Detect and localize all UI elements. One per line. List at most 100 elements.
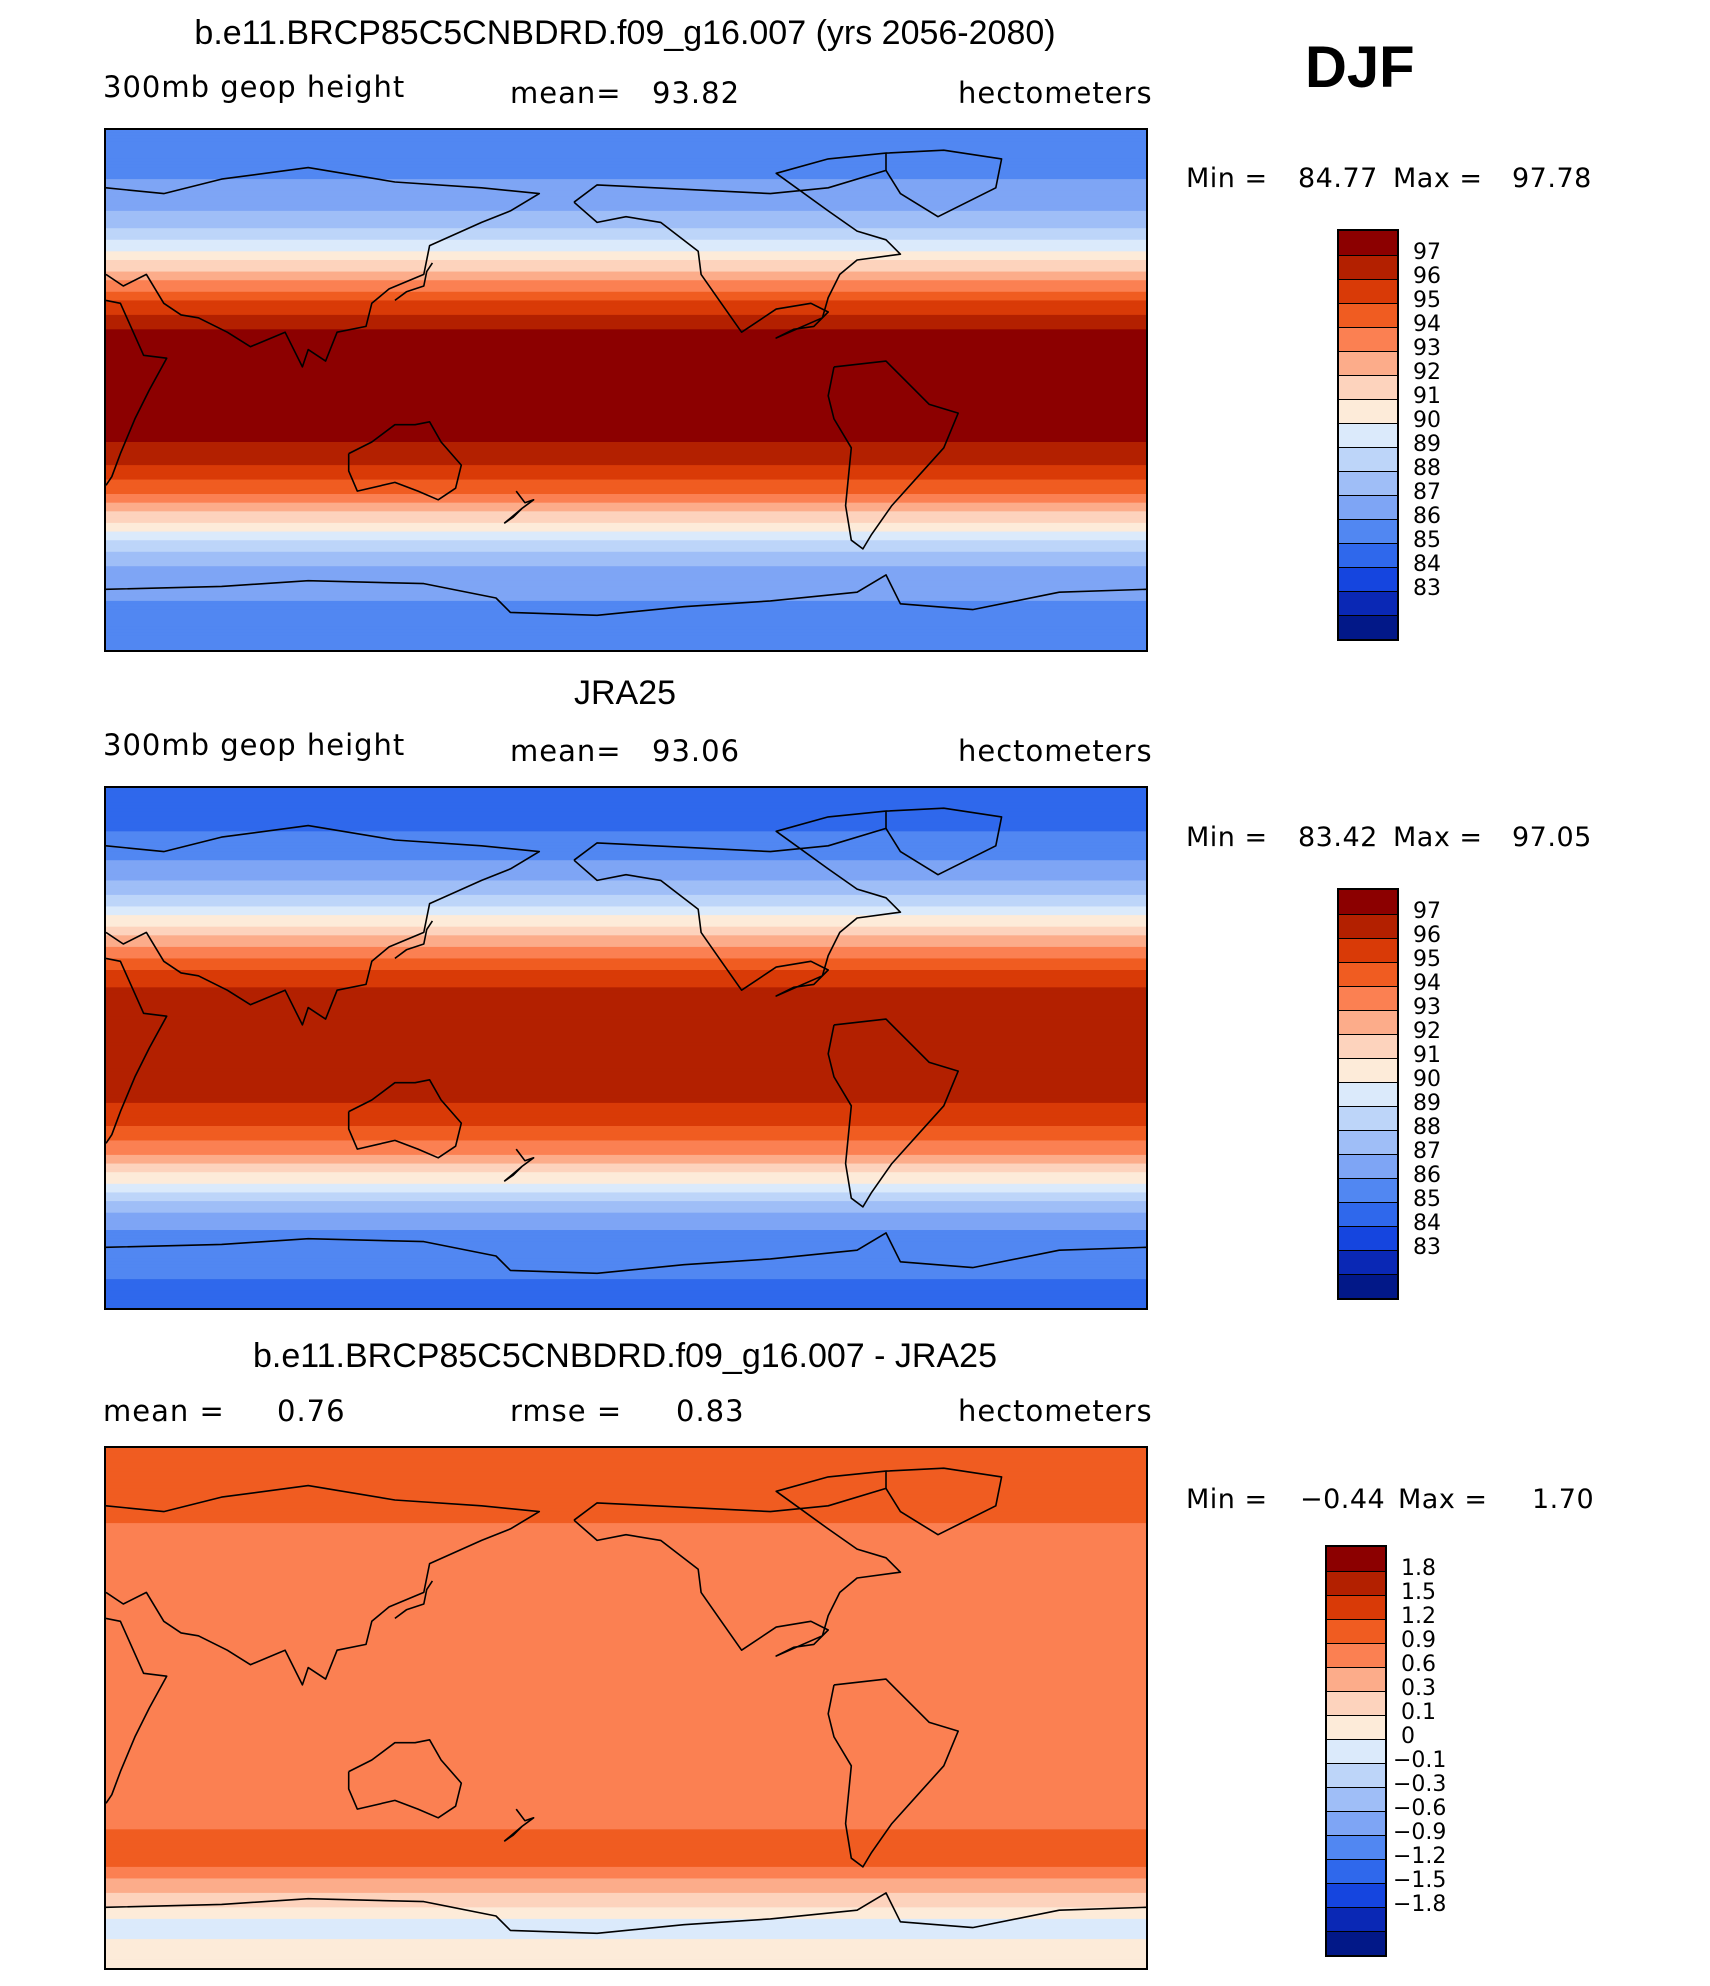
field-band bbox=[106, 514, 1146, 518]
field-band bbox=[106, 1500, 1146, 1504]
field-band bbox=[106, 1157, 1146, 1162]
field-band bbox=[106, 1284, 1146, 1289]
field-band bbox=[106, 944, 1146, 948]
field-band bbox=[106, 462, 1146, 466]
field-band bbox=[106, 935, 1146, 939]
field-band bbox=[106, 1514, 1146, 1518]
field-band bbox=[106, 909, 1146, 913]
field-band bbox=[106, 1071, 1146, 1075]
colorbar-level-label: 96 bbox=[1413, 264, 1441, 289]
field-band bbox=[106, 918, 1146, 922]
field-band bbox=[106, 372, 1146, 377]
field-band bbox=[106, 1108, 1146, 1113]
colorbar-level-label: 0 bbox=[1401, 1724, 1415, 1749]
field-band bbox=[106, 176, 1146, 180]
field-band bbox=[106, 1206, 1146, 1211]
colorbar-swatch bbox=[1339, 1178, 1397, 1202]
colorbar-swatch bbox=[1327, 1715, 1385, 1739]
field-band bbox=[106, 1916, 1146, 1920]
field-band bbox=[106, 612, 1146, 616]
colorbar-level-label: 93 bbox=[1413, 336, 1441, 361]
panel1-mean-value: 93.82 bbox=[652, 76, 741, 110]
field-band bbox=[106, 941, 1146, 945]
field-band bbox=[106, 1653, 1146, 1657]
field-band bbox=[106, 1939, 1146, 1943]
field-band bbox=[106, 1494, 1146, 1498]
colorbar-swatch bbox=[1327, 1859, 1385, 1883]
field-band bbox=[106, 1832, 1146, 1836]
field-band bbox=[106, 1505, 1146, 1510]
field-band bbox=[106, 1890, 1146, 1894]
field-band bbox=[106, 574, 1146, 579]
field-band bbox=[106, 632, 1146, 637]
field-band bbox=[106, 418, 1146, 423]
panel1-map bbox=[104, 128, 1148, 652]
field-band bbox=[106, 1638, 1146, 1643]
field-band bbox=[106, 1687, 1146, 1692]
colorbar-level-label: 94 bbox=[1413, 312, 1441, 337]
field-band bbox=[106, 1183, 1146, 1188]
field-band bbox=[106, 624, 1146, 628]
colorbar-level-label: 83 bbox=[1413, 1235, 1441, 1260]
field-band bbox=[106, 326, 1146, 330]
field-band bbox=[106, 1282, 1146, 1286]
field-band bbox=[106, 436, 1146, 440]
colorbar-level-label: 89 bbox=[1413, 1091, 1441, 1116]
field-band bbox=[106, 1826, 1146, 1830]
colorbar-level-label: 85 bbox=[1413, 1187, 1441, 1212]
field-band bbox=[106, 1024, 1146, 1029]
field-band bbox=[106, 577, 1146, 582]
field-band bbox=[106, 1624, 1146, 1628]
field-band bbox=[106, 161, 1146, 166]
field-band bbox=[106, 1650, 1146, 1654]
field-band bbox=[106, 1927, 1146, 1932]
field-band bbox=[106, 926, 1146, 931]
colorbar-swatch bbox=[1339, 399, 1397, 423]
field-band bbox=[106, 1276, 1146, 1280]
field-band bbox=[106, 1820, 1146, 1825]
field-band bbox=[106, 1476, 1146, 1481]
field-band bbox=[106, 1878, 1146, 1882]
colorbar-level-label: 97 bbox=[1413, 899, 1441, 924]
field-band bbox=[106, 1829, 1146, 1833]
field-band bbox=[106, 170, 1146, 174]
field-band bbox=[106, 468, 1146, 472]
field-band bbox=[106, 1019, 1146, 1023]
colorbar-swatch bbox=[1327, 1835, 1385, 1859]
field-band bbox=[106, 1169, 1146, 1173]
coastline bbox=[573, 810, 902, 997]
field-band bbox=[106, 1543, 1146, 1547]
field-band bbox=[106, 1076, 1146, 1081]
field-band bbox=[106, 202, 1146, 206]
field-band bbox=[106, 1160, 1146, 1165]
map-svg bbox=[106, 1448, 1146, 1968]
colorbar-level-label: 95 bbox=[1413, 288, 1441, 313]
field-band bbox=[106, 332, 1146, 336]
colorbar-level-label: 92 bbox=[1413, 360, 1441, 385]
field-band bbox=[106, 606, 1146, 611]
field-band bbox=[106, 583, 1146, 588]
field-band bbox=[106, 1913, 1146, 1917]
coastline bbox=[503, 1808, 535, 1842]
field-band bbox=[106, 1936, 1146, 1940]
field-band bbox=[106, 1091, 1146, 1095]
field-band bbox=[106, 1762, 1146, 1767]
colorbar-swatch bbox=[1339, 231, 1397, 255]
colorbar-swatch bbox=[1339, 495, 1397, 519]
field-band bbox=[106, 621, 1146, 625]
field-band bbox=[106, 626, 1146, 631]
field-band bbox=[106, 1869, 1146, 1874]
field-band bbox=[106, 1901, 1146, 1906]
field-band bbox=[106, 1537, 1146, 1542]
field-band bbox=[106, 1866, 1146, 1871]
field-band bbox=[106, 488, 1146, 492]
field-band bbox=[106, 364, 1146, 368]
field-band bbox=[106, 1942, 1146, 1946]
field-band bbox=[106, 1453, 1146, 1458]
field-band bbox=[106, 1175, 1146, 1179]
field-band bbox=[106, 288, 1146, 293]
field-band bbox=[106, 1676, 1146, 1680]
field-band bbox=[106, 1881, 1146, 1885]
field-band bbox=[106, 1131, 1146, 1136]
field-band bbox=[106, 1013, 1146, 1017]
